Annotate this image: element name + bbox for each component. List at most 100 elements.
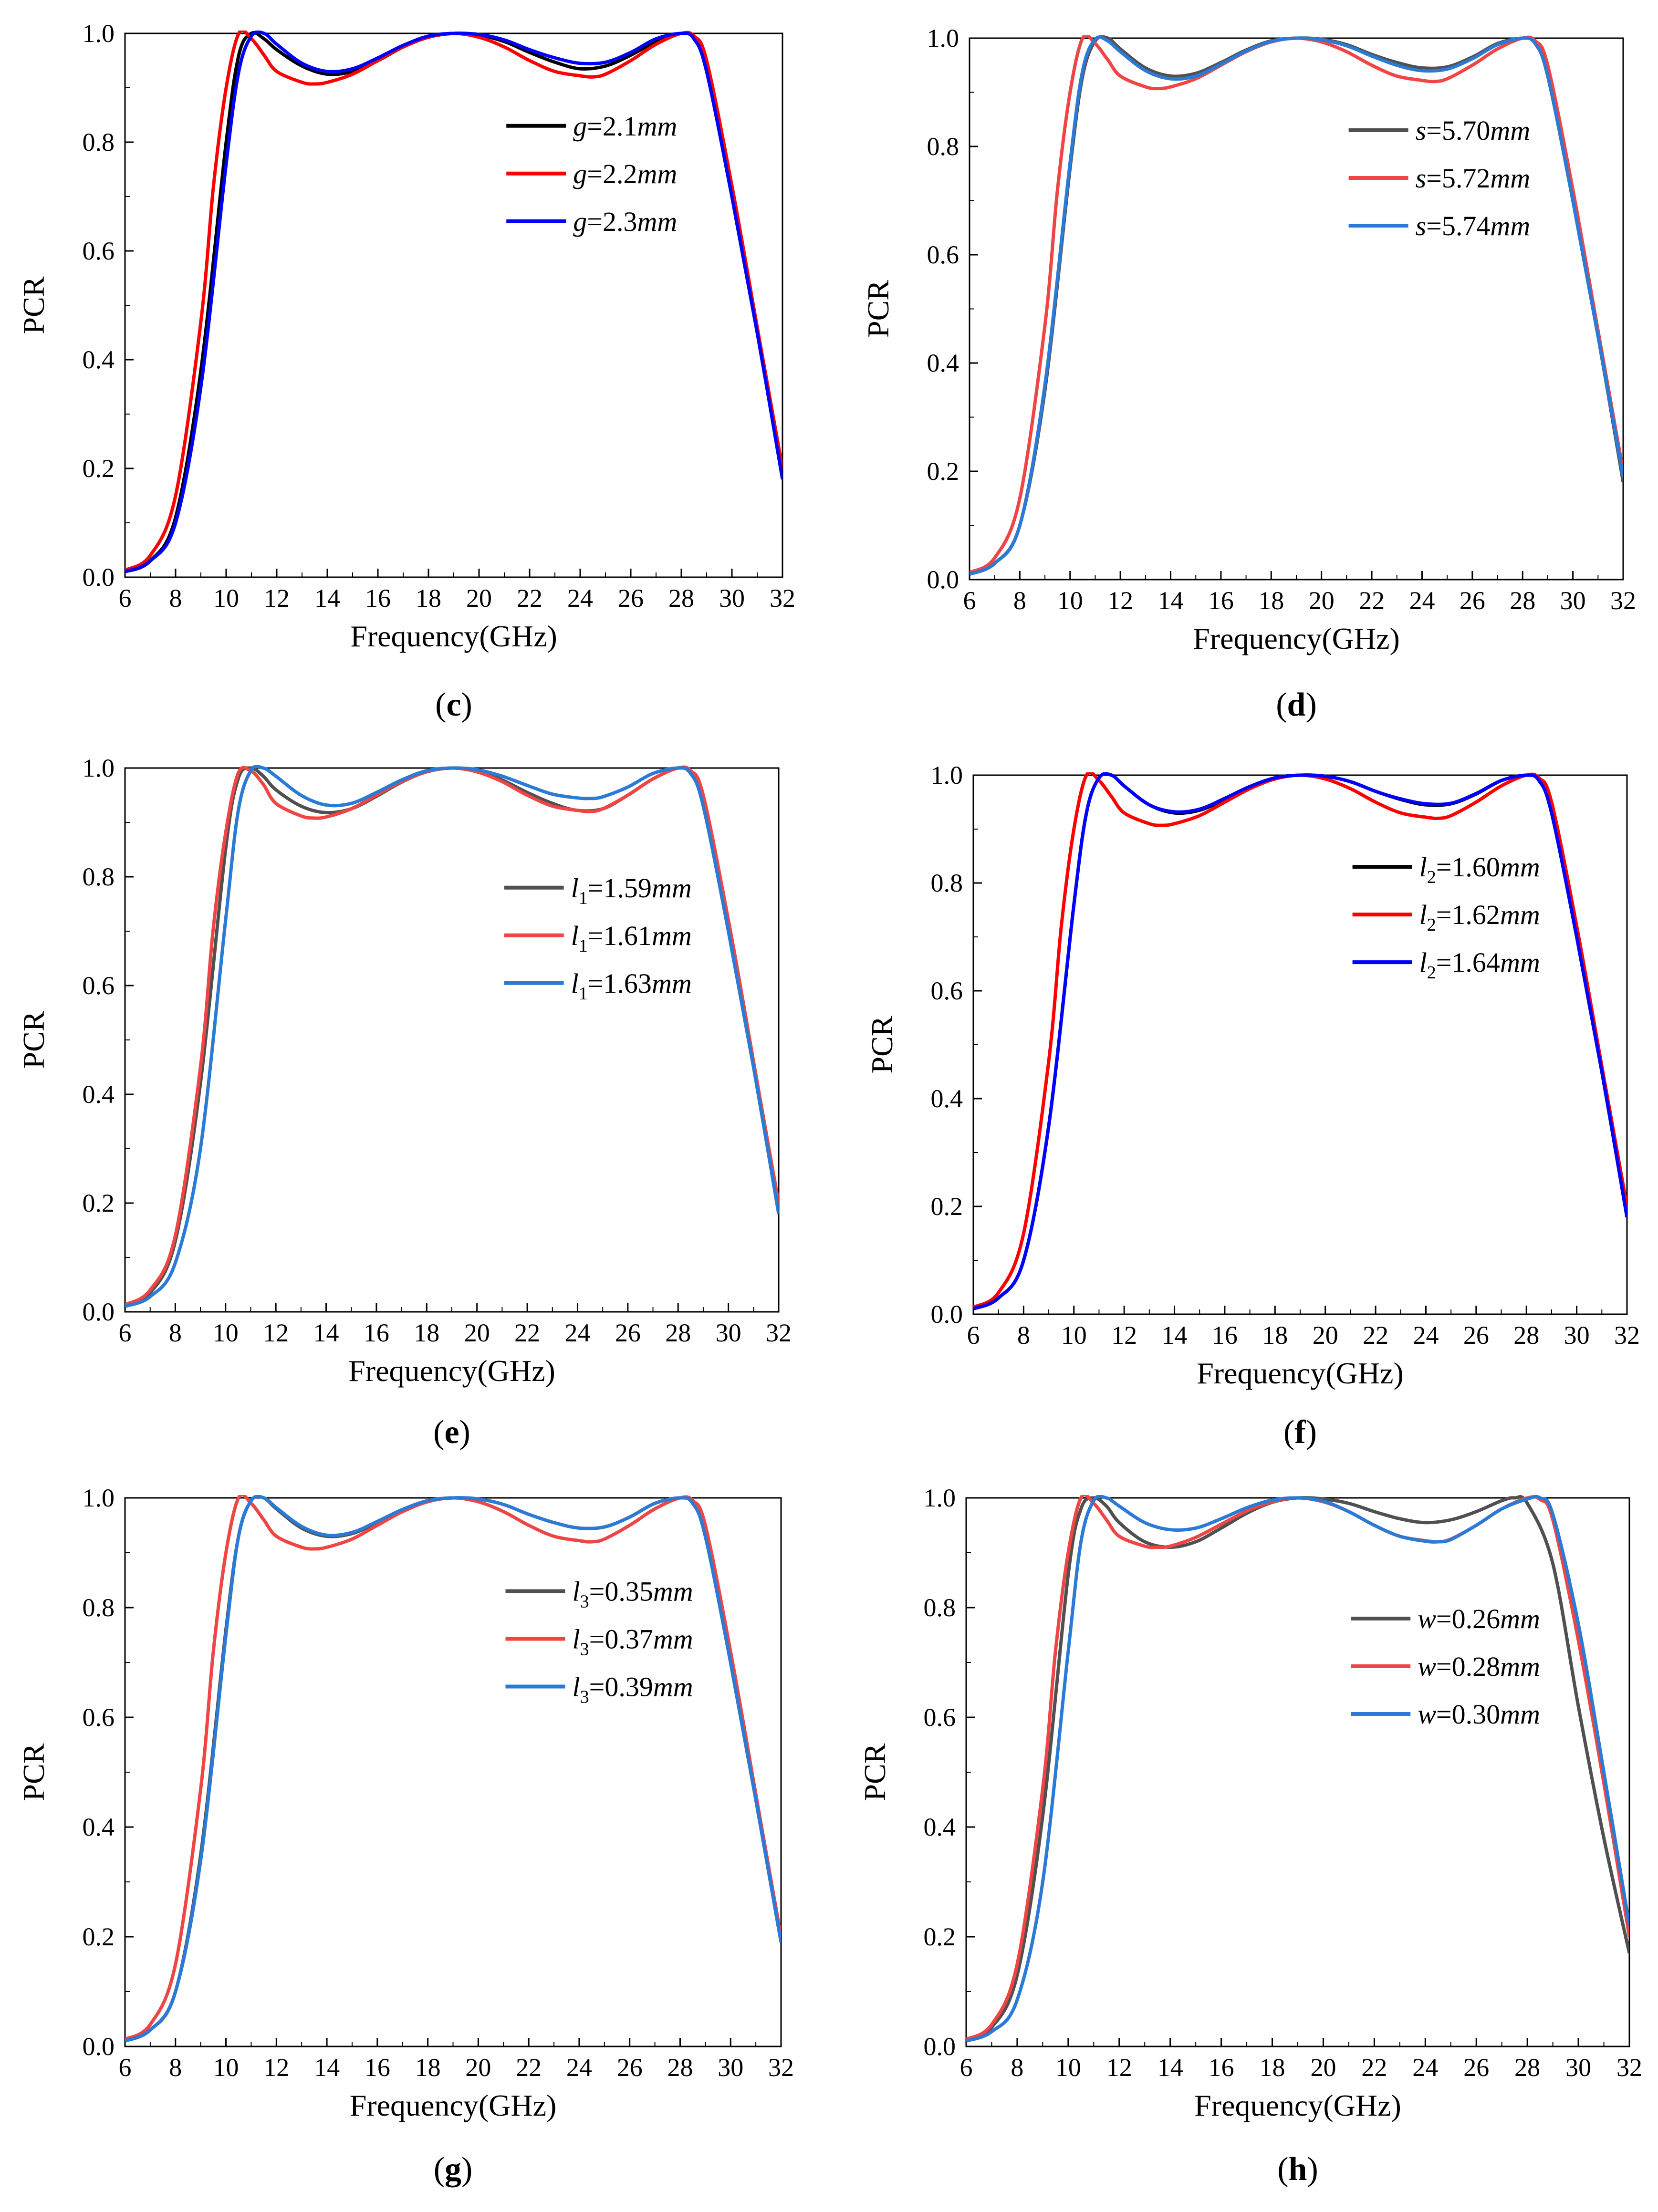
legend-var: l [571,968,579,999]
series-line-3 [973,772,1627,1311]
x-tick-label: 22 [516,2053,542,2082]
panel-caption-letter: g [445,2151,461,2188]
x-tick-label: 32 [1614,1321,1640,1350]
legend-subscript: 2 [1427,867,1436,887]
x-tick-label: 26 [618,584,644,613]
x-tick-label: 30 [718,2053,743,2082]
y-tick-label: 0.2 [83,1922,115,1951]
x-tick-label: 20 [1310,2053,1336,2082]
legend-value: =2.2 [587,158,637,189]
y-axis-title: PCR [861,280,895,338]
x-tick-label: 26 [1463,2053,1489,2082]
legend-var: l [1419,852,1427,883]
legend-unit: mm [653,1576,693,1607]
legend-unit: mm [652,872,692,903]
legend-value: =1.59 [588,872,652,903]
x-tick-label: 22 [1363,1321,1388,1350]
y-tick-label: 0.2 [931,1192,963,1221]
x-tick-label: 24 [1409,586,1435,615]
y-tick-label: 0.4 [924,1813,956,1841]
legend-unit: mm [652,968,692,999]
x-tick-label: 8 [169,2053,182,2082]
legend-value: =0.39 [589,1672,653,1703]
legend-label: s=5.74mm [1416,210,1531,241]
x-tick-label: 14 [1158,586,1184,615]
legend-unit: mm [1500,947,1540,978]
panel-caption: (g) [434,2151,473,2188]
x-tick-label: 16 [1209,2053,1234,2082]
x-tick-label: 32 [768,2053,794,2082]
panels: 6 8 10 12 14 16 18 20 22 24 26 28 30 320.00.20.40.60.… [17,19,1642,2188]
x-tick-label: 8 [1011,2053,1023,2082]
x-tick-label: 20 [465,2053,491,2082]
x-tick-label: 6 [967,1321,980,1350]
x-tick-label: 16 [365,2053,390,2082]
legend-var: g [573,111,587,142]
x-tick-label: 12 [1106,2053,1132,2082]
y-tick-label: 0.0 [83,563,115,592]
legend-var: l [1419,947,1427,978]
y-tick-label: 1.0 [83,754,115,782]
legend-label: l1=1.63mm [571,968,692,1004]
y-tick-label: 0.4 [83,1080,115,1109]
legend-value: =5.74 [1426,210,1490,241]
y-tick-label: 1.0 [83,19,115,48]
legend-value: =1.64 [1436,947,1500,978]
legend-var: w [1418,1603,1436,1634]
chart-panel-e: 6 8 10 12 14 16 18 20 22 24 26 28 30 32 0.0 0.2 0.4 0.6 0.… [17,754,792,1451]
legend-label: l1=1.59mm [571,872,692,908]
y-tick-label: 0.6 [83,237,115,265]
y-tick-label: 0.2 [83,454,115,483]
legend-var: s [1416,210,1427,241]
x-tick-label: 6 [119,2053,132,2082]
x-tick-label: 24 [567,584,593,613]
x-axis-title: Frequency(GHz) [1197,1356,1404,1390]
legend-value: =1.62 [1436,899,1500,930]
legend-label: w=0.30mm [1418,1699,1540,1730]
y-tick-label: 0.0 [931,1300,963,1329]
legend-unit: mm [1490,115,1530,146]
y-tick-label: 0.8 [924,1593,956,1622]
legend-value: =1.60 [1436,852,1500,883]
x-tick-label: 12 [1111,1321,1137,1350]
x-tick-label: 8 [1013,586,1026,615]
x-tick-label: 6 [960,2053,973,2082]
x-tick-label: 18 [415,2053,441,2082]
x-tick-label: 28 [1513,1321,1539,1350]
legend-unit: mm [1500,852,1540,883]
x-tick-label: 28 [1510,586,1535,615]
y-tick-label: 0.2 [924,1922,956,1951]
x-tick-label: 12 [1107,586,1133,615]
series-group [973,772,1627,1311]
x-axis-title: Frequency(GHz) [348,1354,555,1388]
panel-caption: (d) [1276,686,1317,723]
x-axis-title: Frequency(GHz) [1194,2088,1401,2122]
x-axis-title: Frequency(GHz) [350,2088,557,2122]
x-tick-label: 32 [1616,2053,1642,2082]
x-tick-label: 20 [464,1319,490,1347]
legend-var: w [1418,1699,1436,1730]
y-tick-label: 0.6 [931,976,963,1005]
x-tick-label: 32 [766,1319,792,1347]
legend-subscript: 1 [579,984,588,1004]
x-tick-label: 10 [213,584,239,613]
legend-var: l [571,872,579,903]
y-tick-label: 1.0 [927,24,959,52]
y-tick-label: 0.2 [83,1189,115,1217]
y-axis-title: PCR [865,1016,899,1073]
legend-value: =5.70 [1426,115,1490,146]
x-tick-label: 12 [263,1319,289,1347]
series-group [125,31,782,573]
legend-label: l3=0.37mm [573,1624,693,1660]
legend-unit: mm [1490,210,1530,241]
x-tick-label: 16 [1212,1321,1238,1350]
y-axis-title: PCR [858,1743,892,1801]
legend-var: s [1416,115,1427,146]
y-tick-label: 0.8 [931,869,963,897]
